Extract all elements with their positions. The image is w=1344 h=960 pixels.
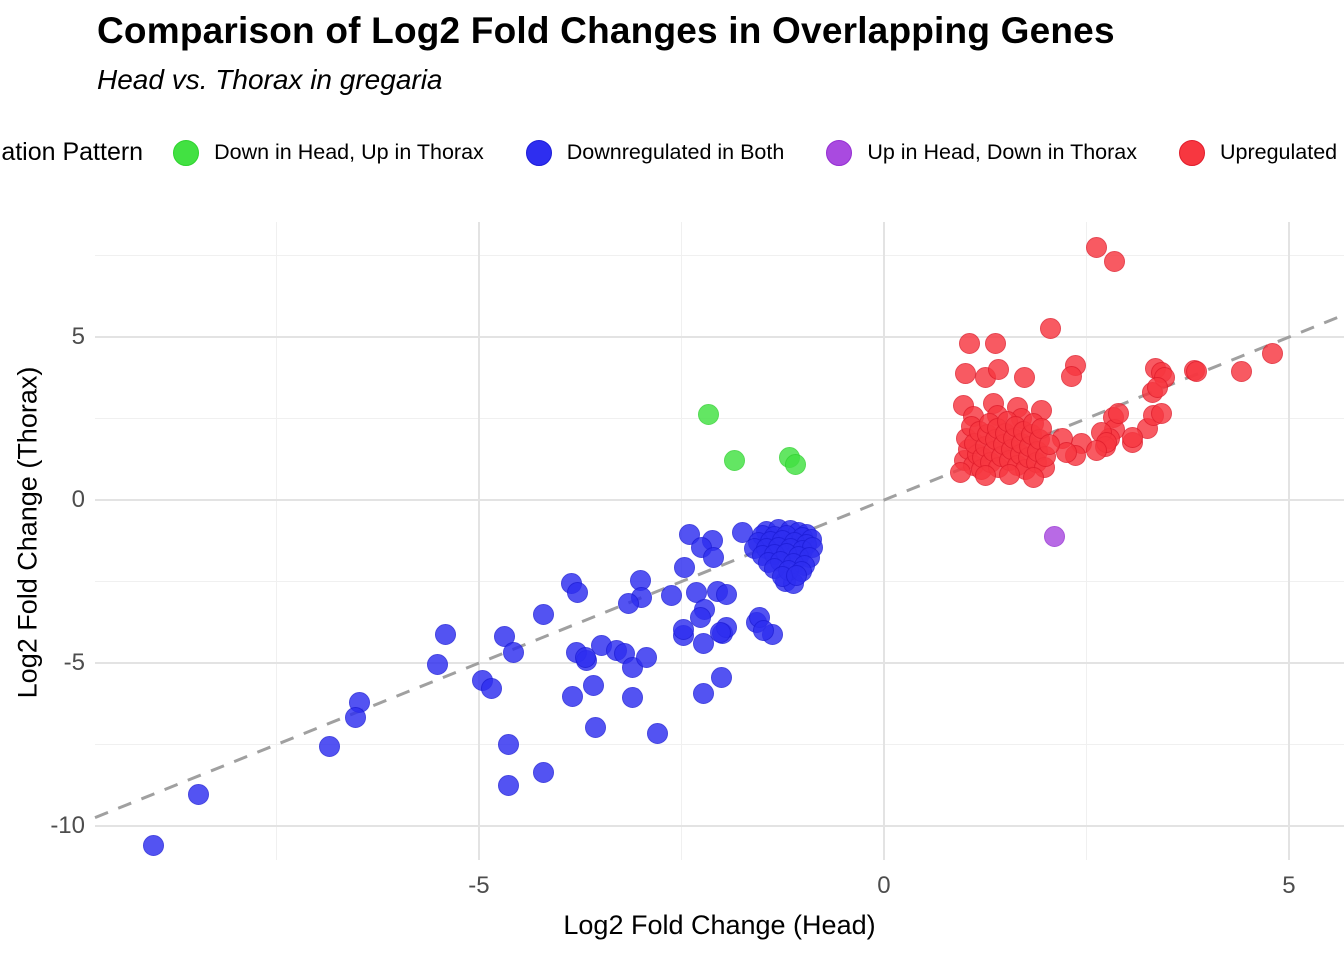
legend-item-label: Down in Head, Up in Thorax: [214, 140, 484, 164]
data-point: [622, 687, 644, 709]
data-point: [480, 677, 502, 699]
data-point: [998, 463, 1020, 485]
data-point: [585, 717, 607, 739]
data-point: [950, 461, 972, 483]
data-point: [689, 606, 711, 628]
data-point: [1104, 250, 1126, 272]
data-point: [636, 646, 658, 668]
legend-dot-icon: [1179, 139, 1205, 166]
data-point: [710, 666, 732, 688]
y-tick-label: 0: [71, 486, 85, 514]
major-gridline-y: [95, 336, 1344, 339]
x-tick-label: 5: [1282, 872, 1296, 899]
legend-dot-icon: [525, 139, 552, 166]
data-point: [1086, 236, 1108, 258]
legend-item: Upregulated in Both: [1179, 139, 1344, 166]
minor-gridline-x: [1085, 222, 1087, 860]
legend-dot-icon: [826, 139, 853, 166]
data-point: [318, 735, 340, 757]
data-point: [716, 584, 738, 606]
major-gridline-y: [95, 662, 1344, 665]
data-point: [785, 453, 807, 475]
data-point: [1262, 342, 1284, 364]
y-axis-title: Log2 Fold Change (Thorax): [12, 366, 43, 699]
data-point: [188, 783, 210, 805]
data-point: [752, 619, 774, 641]
data-point: [1013, 366, 1035, 388]
x-tick-label: 0: [877, 872, 891, 899]
data-point: [959, 333, 981, 355]
x-tick-label: -5: [468, 872, 490, 899]
data-point: [709, 621, 731, 643]
major-gridline-x: [1287, 222, 1290, 860]
legend-dot-icon: [173, 139, 200, 166]
legend-item: Downregulated in Both: [525, 139, 785, 166]
data-point: [1060, 365, 1082, 387]
data-point: [497, 733, 519, 755]
data-point: [497, 775, 519, 797]
data-point: [503, 641, 525, 663]
data-point: [723, 450, 745, 472]
x-axis-title: Log2 Fold Change (Head): [563, 910, 876, 940]
data-point: [692, 682, 714, 704]
data-point: [785, 564, 807, 586]
legend-item-label: Upregulated in Both: [1220, 140, 1344, 164]
data-point: [1122, 426, 1144, 448]
data-point: [435, 623, 457, 645]
legend: Regulation Pattern Down in Head, Up in T…: [0, 138, 1344, 167]
data-point: [985, 333, 1007, 355]
legend-item-label: Downregulated in Both: [566, 140, 785, 164]
data-point: [345, 707, 367, 729]
data-point: [1147, 377, 1169, 399]
legend-item: Up in Head, Down in Thorax: [826, 139, 1137, 166]
minor-gridline-y: [95, 255, 1344, 257]
data-point: [582, 675, 604, 697]
data-point: [142, 835, 164, 857]
data-point: [673, 618, 695, 640]
data-point: [987, 358, 1009, 380]
y-tick-label: -5: [63, 649, 85, 677]
data-point: [1108, 402, 1130, 424]
legend-title: Regulation Pattern: [0, 138, 144, 166]
data-point: [427, 653, 449, 675]
data-point: [1086, 439, 1108, 461]
major-gridline-y: [95, 499, 1344, 502]
data-point: [1023, 466, 1045, 488]
y-tick-label: -10: [50, 812, 85, 840]
legend-item: Down in Head, Up in Thorax: [173, 139, 484, 166]
data-point: [567, 582, 589, 604]
minor-gridline-y: [95, 744, 1344, 746]
minor-gridline-x: [275, 222, 277, 860]
data-point: [702, 546, 724, 568]
chart-subtitle: Head vs. Thorax in gregaria: [97, 64, 443, 95]
data-point: [697, 403, 719, 425]
legend-item-label: Up in Head, Down in Thorax: [867, 140, 1137, 164]
y-tick-label: 5: [71, 323, 85, 351]
data-point: [1055, 442, 1077, 464]
data-point: [661, 585, 683, 607]
data-point: [1151, 402, 1173, 424]
data-point: [647, 722, 669, 744]
data-point: [618, 592, 640, 614]
data-point: [561, 685, 583, 707]
data-point: [533, 762, 555, 784]
major-gridline-x: [882, 222, 885, 860]
major-gridline-x: [477, 222, 480, 860]
data-point: [533, 603, 555, 625]
chart-title: Comparison of Log2 Fold Changes in Overl…: [97, 10, 1115, 51]
data-point: [1040, 318, 1062, 340]
data-point: [1186, 361, 1208, 383]
minor-gridline-y: [95, 418, 1344, 420]
data-point: [1039, 434, 1061, 456]
data-point: [1230, 361, 1252, 383]
data-point: [1043, 526, 1065, 548]
data-point: [674, 556, 696, 578]
data-point: [574, 646, 596, 668]
major-gridline-y: [95, 825, 1344, 828]
plot-panel: [94, 222, 1344, 860]
data-point: [692, 632, 714, 654]
data-point: [974, 465, 996, 487]
